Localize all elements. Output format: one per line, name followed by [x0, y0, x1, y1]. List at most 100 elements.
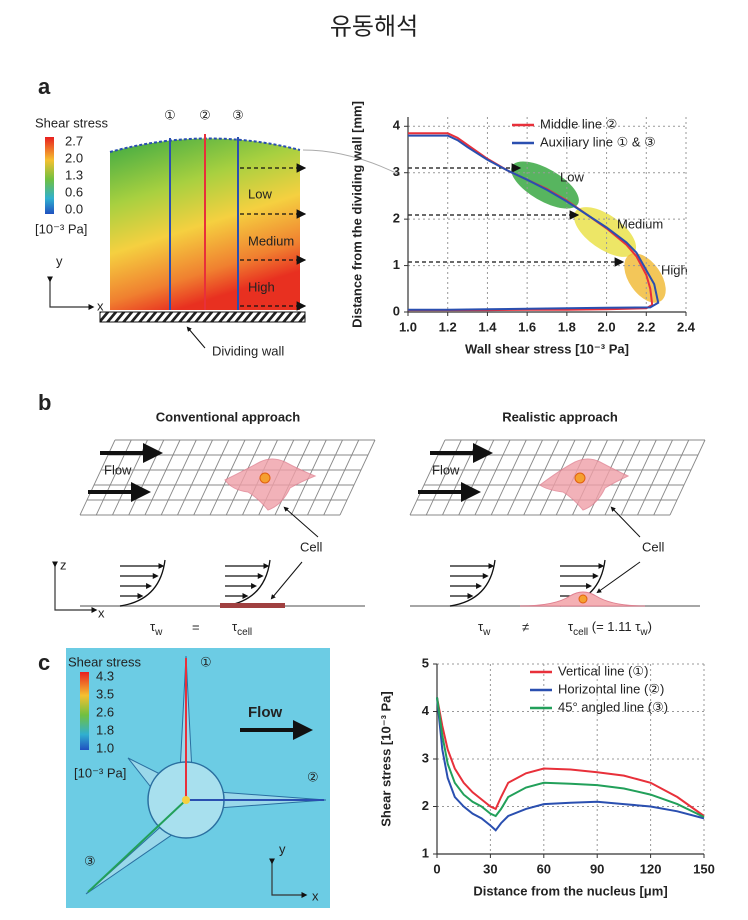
probe-arrows — [240, 163, 307, 311]
line-marker: ③ — [84, 853, 96, 868]
grid-line — [490, 439, 527, 516]
pointer — [270, 561, 303, 600]
legend-label: Auxiliary line ① & ③ — [540, 134, 656, 149]
grid-line — [507, 439, 543, 516]
equation: τw — [478, 619, 491, 637]
equation-operator: ≠ — [522, 619, 529, 634]
flow-label: Flow — [432, 462, 460, 477]
chart-annotation: High — [661, 262, 688, 277]
x-tick-label: 90 — [590, 861, 604, 876]
colorbar-tick: 4.3 — [96, 668, 114, 683]
wall-pointer — [186, 326, 206, 349]
velocity-profile — [224, 559, 271, 607]
x-tick-label: 1.6 — [518, 319, 536, 334]
text-part: cell — [237, 627, 252, 638]
series-line — [408, 134, 660, 311]
region-label: High — [248, 279, 275, 294]
approach-title: Conventional approach — [156, 409, 301, 424]
text-part: w — [639, 627, 648, 638]
grid-line — [323, 439, 360, 516]
x-tick-label: 2.0 — [598, 319, 616, 334]
y-tick-label: 5 — [422, 655, 429, 670]
grid-line — [669, 439, 706, 516]
cell — [539, 458, 630, 511]
flow-arrows — [88, 443, 493, 502]
y-axis-label: Distance from the dividing wall [mm] — [349, 101, 364, 328]
legend-label: Middle line ② — [540, 116, 617, 131]
series-line — [408, 132, 654, 312]
chart-annotation: Medium — [617, 216, 663, 231]
colorbar-title: Shear stress — [35, 115, 108, 130]
pointer — [610, 506, 641, 538]
x-axis-label: Distance from the nucleus [μm] — [473, 883, 667, 898]
axis-arrows — [52, 561, 98, 613]
grid-line — [160, 439, 197, 516]
y-axis-label: Shear stress [10⁻³ Pa] — [378, 691, 393, 826]
axis-label: x — [98, 605, 105, 620]
colorbar-unit: [10⁻³ Pa] — [35, 221, 87, 236]
cell-geometry — [85, 655, 327, 895]
colorbar-tick: 3.5 — [96, 686, 114, 701]
surface-grid — [409, 439, 706, 516]
text-part: τ — [150, 619, 156, 634]
x-tick-label: 30 — [483, 861, 497, 876]
grid-line — [144, 439, 181, 516]
pointer — [283, 506, 319, 538]
grid-line — [339, 439, 376, 516]
region-label: Low — [248, 186, 272, 201]
axis-label: z — [60, 557, 67, 572]
colorbar-tick: 2.7 — [65, 133, 83, 148]
y-tick-label: 3 — [422, 750, 429, 765]
grid-line — [637, 439, 673, 516]
equation: τcell (= 1.11 τw) — [568, 619, 652, 637]
axis-label: y — [56, 253, 63, 268]
y-tick-label: 1 — [393, 257, 400, 272]
axes — [436, 664, 704, 855]
text-part: w — [154, 627, 163, 638]
legend-label: Vertical line (①) — [558, 663, 648, 678]
x-tick-label: 1.2 — [439, 319, 457, 334]
colorbar-tick: 1.0 — [96, 740, 114, 755]
colorbar-tick: 0.0 — [65, 201, 83, 216]
grid-line — [193, 439, 230, 516]
approach-title: Realistic approach — [502, 409, 618, 424]
y-tick-label: 0 — [393, 303, 400, 318]
pointer — [596, 561, 641, 594]
equation-operator: = — [192, 619, 200, 634]
panel-label: c — [38, 650, 50, 675]
grid-line — [307, 439, 343, 516]
cell-label: Cell — [642, 539, 665, 554]
colorbar-tick: 2.0 — [65, 150, 83, 165]
axis-label: x — [312, 888, 319, 903]
grid-line — [474, 439, 511, 516]
text-part: τ — [478, 619, 484, 634]
line-marker: ③ — [232, 107, 244, 122]
cell-label: Cell — [300, 539, 323, 554]
line-marker: ① — [200, 654, 212, 669]
cell — [224, 458, 317, 511]
colorbar — [45, 137, 54, 214]
colorbar — [80, 672, 89, 750]
panel-label: b — [38, 390, 51, 415]
wall-label: Dividing wall — [212, 343, 284, 358]
flat-cell — [220, 603, 285, 608]
x-tick-label: 120 — [640, 861, 662, 876]
text-part: τ — [568, 619, 574, 634]
decor-line — [87, 799, 187, 893]
grid-line — [209, 439, 246, 516]
line-marker: ① — [164, 107, 176, 122]
x-tick-label: 1.4 — [478, 319, 497, 334]
x-axis-label: Wall shear stress [10⁻³ Pa] — [465, 341, 629, 356]
velocity-profiles — [119, 559, 606, 607]
panel-label: a — [38, 74, 51, 99]
x-tick-label: 1.8 — [558, 319, 576, 334]
dividing-wall — [99, 311, 306, 323]
nucleus — [574, 472, 586, 484]
line-marker: ② — [307, 769, 319, 784]
nucleus — [578, 594, 588, 604]
legend-label: 45° angled line (③) — [558, 699, 668, 714]
velocity-profile — [449, 559, 496, 607]
y-tick-label: 4 — [393, 118, 401, 133]
